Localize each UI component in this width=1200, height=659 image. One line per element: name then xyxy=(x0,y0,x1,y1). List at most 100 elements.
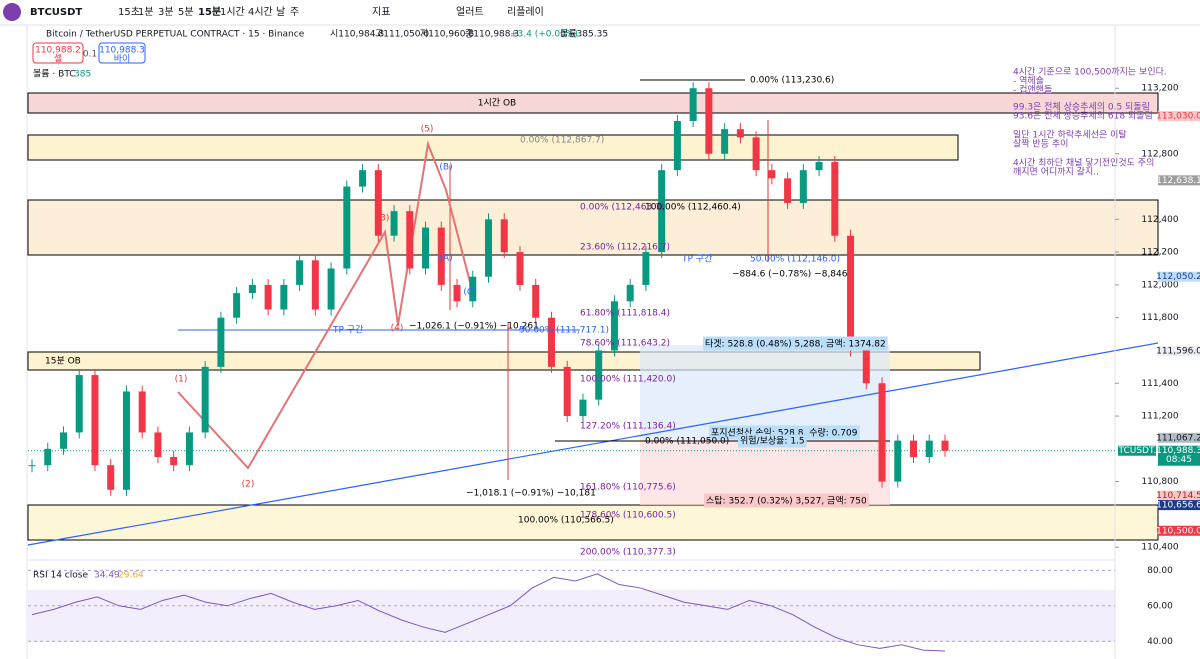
note: 깨지면 어디까지 갈지.. xyxy=(1013,166,1099,178)
price-label-bg xyxy=(1158,432,1200,443)
annotation: 0.00% (113,230.6) xyxy=(750,76,834,86)
candle xyxy=(658,170,666,253)
annotation-box xyxy=(738,434,807,448)
countdown: 08:45 xyxy=(1166,455,1192,465)
ohlc: 볼륨385.35 xyxy=(560,29,608,40)
price-label: 110,714.5 xyxy=(1156,491,1200,501)
sell-box[interactable] xyxy=(32,42,84,64)
volume-label: 볼륨 · BTC xyxy=(33,69,76,80)
annotation: (C) xyxy=(463,288,476,298)
interval[interactable]: 1분 xyxy=(138,6,154,18)
candle xyxy=(359,170,367,187)
wave-path xyxy=(177,140,471,470)
annotation: 1시간 OB xyxy=(478,98,516,109)
candle xyxy=(170,457,178,466)
annotation: 100.00% (110,566.5) xyxy=(518,516,614,526)
buy-box[interactable] xyxy=(98,42,146,64)
note: - 컵앤핸들 xyxy=(1013,84,1052,96)
ob-zone xyxy=(27,92,1159,114)
alert-button[interactable]: 얼러트 xyxy=(456,6,484,18)
avatar[interactable] xyxy=(3,3,21,21)
ohlc: 시110,984.8 xyxy=(330,29,384,40)
price-tick-label: 111,800 xyxy=(1141,313,1178,323)
symbol: BTCUSDT xyxy=(30,7,82,18)
candle xyxy=(327,268,335,310)
annotation: 50.00% (111,717.1) xyxy=(519,326,609,336)
candle xyxy=(579,399,587,417)
toolbar xyxy=(0,0,1200,25)
annotation: TP 구간 xyxy=(681,254,712,265)
price-label-bg xyxy=(1158,500,1200,511)
price-tick-label: 111,400 xyxy=(1141,379,1178,389)
candle xyxy=(910,440,918,458)
candle xyxy=(453,284,461,302)
annotation: −1,026.1 (−0.91%) −10,261 xyxy=(409,322,539,332)
annotation: 15분 OB xyxy=(45,356,81,367)
price-label: 112,638.1 xyxy=(1156,176,1200,186)
interval[interactable]: 4시간 xyxy=(248,6,273,18)
rsi-ma: 29.64 xyxy=(118,571,144,581)
price-label: 112,050.2 xyxy=(1156,272,1200,282)
rsi-tick-label: 40.00 xyxy=(1147,637,1173,647)
price-label: 110,500.0 xyxy=(1156,526,1200,536)
ohlc: 종110,988.3 xyxy=(465,29,519,40)
price-tick-label: 112,200 xyxy=(1141,248,1178,258)
candle xyxy=(768,170,776,179)
candle xyxy=(122,391,130,490)
interval[interactable]: 1시간 xyxy=(220,6,245,18)
candle xyxy=(374,170,382,236)
annotation: 타겟: 528.8 (0.48%) 5,288, 금액: 1374.82 xyxy=(705,338,886,350)
note: 살짝 반등 추이 xyxy=(1013,139,1068,150)
rsi-value: 34.49 xyxy=(94,571,120,581)
candle xyxy=(217,317,225,367)
current-symbol: BTCUSDT.P xyxy=(1112,446,1162,456)
candle xyxy=(280,284,288,310)
note: - 역헤숄 xyxy=(1013,75,1044,87)
annotation: TP 구간 xyxy=(332,325,363,336)
rsi-tick-label: 60.00 xyxy=(1147,601,1173,611)
candle xyxy=(799,170,807,203)
interval[interactable]: 3분 xyxy=(158,6,174,18)
candle xyxy=(595,350,603,400)
price-label-bg xyxy=(1158,346,1200,357)
annotation: 127.20% (111,136.4) xyxy=(580,422,676,432)
price-tick-label: 113,200 xyxy=(1141,84,1178,94)
annotation: 50.00% (112,146.0) xyxy=(750,255,840,265)
annotation: 200.00% (110,377.3) xyxy=(580,548,676,558)
candle xyxy=(925,440,933,458)
price-tick-label: 112,800 xyxy=(1141,149,1178,159)
note: 4시간 기준으로 100,500까지는 보인다. xyxy=(1013,67,1167,78)
interval[interactable]: 주 xyxy=(290,7,299,18)
replay-button[interactable]: 리플레이 xyxy=(507,6,544,18)
current-price-bg xyxy=(1158,445,1200,466)
trendline xyxy=(27,342,1159,546)
candle xyxy=(28,465,36,467)
annotation: (B) xyxy=(439,163,452,173)
candle xyxy=(390,211,398,236)
annotation: (4) xyxy=(391,324,404,334)
candle xyxy=(343,186,351,269)
note: 99.3은 전체 상승추세의 0.5 되돌림 xyxy=(1013,101,1150,113)
candle xyxy=(233,293,241,318)
annotation: 0.00% (112,867.7) xyxy=(520,136,604,146)
note: 93.6은 전체 상승추세의 618 되돌림 xyxy=(1013,110,1153,122)
annotation: 23.60% (112,216.7) xyxy=(580,243,670,253)
annotation: 61.80% (111,818.4) xyxy=(580,309,670,319)
interval[interactable]: 15분 xyxy=(198,6,221,18)
interval[interactable]: 15초 xyxy=(118,6,140,18)
buy-label: 바이 xyxy=(114,54,131,65)
candle xyxy=(469,276,477,302)
ohlc: 저110,960.8 xyxy=(420,29,474,40)
interval[interactable]: 날 xyxy=(276,6,285,18)
candle xyxy=(296,260,304,285)
price-label-bg xyxy=(1158,111,1200,122)
rsi-title: RSI 14 close xyxy=(33,571,88,581)
annotation: 78.60% (111,643.2) xyxy=(580,339,670,349)
rsi-band xyxy=(28,590,1115,642)
price-label-bg xyxy=(1158,490,1200,501)
indicators-button[interactable]: 지표 xyxy=(372,6,390,18)
current-symbol-bg xyxy=(1118,445,1156,456)
interval[interactable]: 5분 xyxy=(178,6,194,18)
symbol-title: Bitcoin / TetherUSD PERPETUAL CONTRACT ·… xyxy=(46,30,305,40)
